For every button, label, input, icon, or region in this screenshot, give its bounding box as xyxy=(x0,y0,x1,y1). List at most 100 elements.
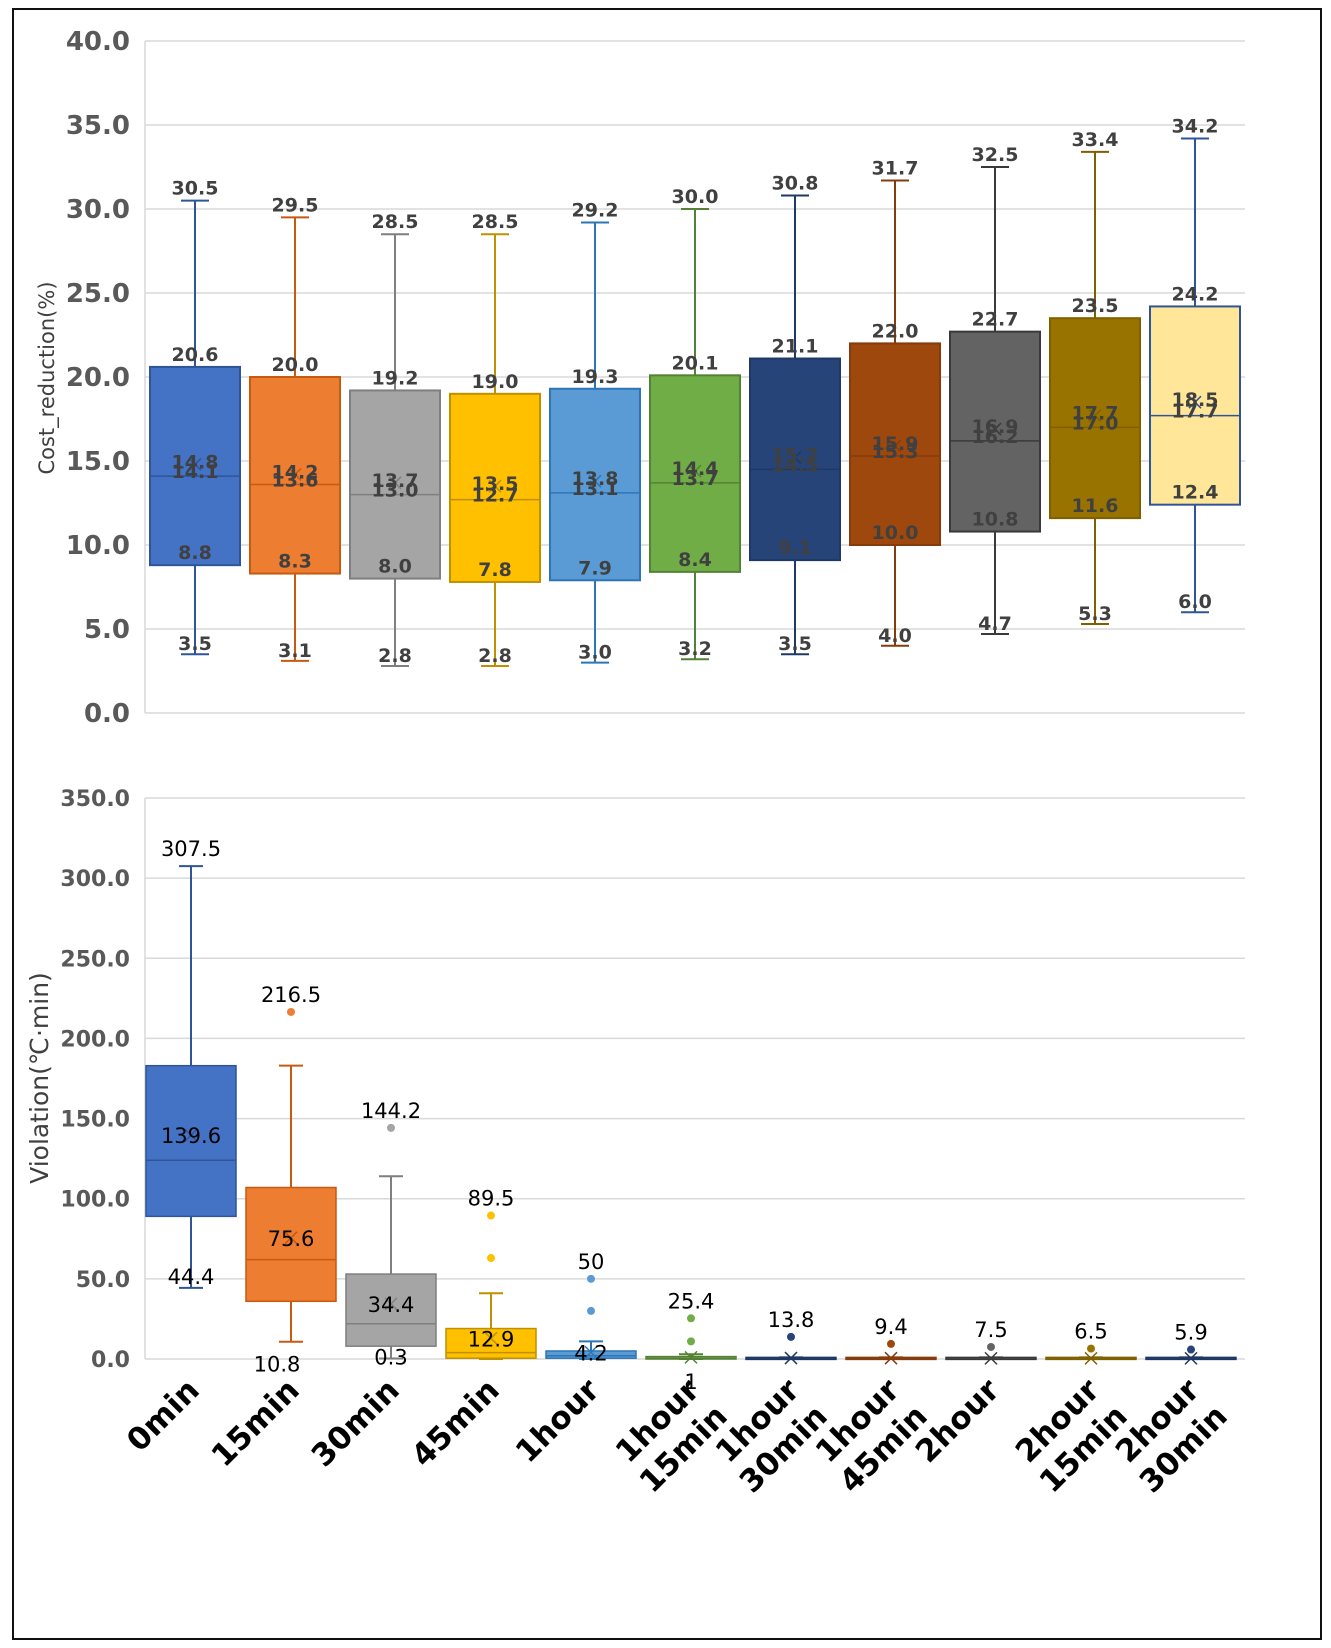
outlier-point xyxy=(287,1007,295,1016)
box xyxy=(1049,317,1141,520)
y-tick-label: 350.0 xyxy=(60,787,130,812)
data-label: 4.2 xyxy=(574,1341,607,1365)
outlier-point xyxy=(387,1123,395,1132)
data-label: 15.3 xyxy=(872,441,919,463)
box xyxy=(145,1064,237,1218)
y-tick-label: 100.0 xyxy=(60,1188,130,1213)
data-label: 307.5 xyxy=(161,837,221,861)
mean-marker xyxy=(384,1297,398,1311)
data-label: 5.9 xyxy=(1174,1321,1207,1345)
y-tick-label: 150.0 xyxy=(60,1108,130,1133)
data-label: 17.7 xyxy=(1172,401,1219,423)
data-label: 12.9 xyxy=(468,1327,515,1351)
data-label: 14.5 xyxy=(772,454,819,476)
data-label: 13.1 xyxy=(572,478,619,500)
y-axis-title: Cost_reduction(%) xyxy=(35,281,60,474)
data-label: 34.4 xyxy=(368,1293,415,1317)
box xyxy=(749,357,841,562)
outlier-point xyxy=(987,1342,995,1351)
data-label: 3.1 xyxy=(278,640,312,662)
data-label: 11.6 xyxy=(1072,495,1119,517)
y-tick-label: 50.0 xyxy=(76,1268,130,1293)
mean-marker xyxy=(1088,409,1102,423)
y-tick-label: 300.0 xyxy=(60,867,130,892)
data-label: 13.6 xyxy=(272,470,319,492)
data-label: 139.6 xyxy=(161,1124,221,1148)
y-tick-label: 35.0 xyxy=(66,111,130,141)
category-label: 0min xyxy=(120,1372,207,1459)
box xyxy=(949,330,1041,533)
data-label: 19.2 xyxy=(372,367,419,389)
mean-marker xyxy=(288,467,302,481)
data-label: 8.3 xyxy=(278,551,312,573)
outlier-point xyxy=(1087,1344,1095,1353)
mean-marker xyxy=(488,479,502,493)
data-label: 75.6 xyxy=(268,1227,315,1251)
y-tick-label: 10.0 xyxy=(66,531,130,561)
outlier-point xyxy=(1187,1345,1195,1354)
data-label: 30.8 xyxy=(772,173,819,195)
mean-marker xyxy=(1084,1351,1098,1365)
data-label: 2.8 xyxy=(478,645,512,667)
outlier-point xyxy=(887,1339,895,1348)
data-label: 12.7 xyxy=(472,485,519,507)
outlier-point xyxy=(687,1337,695,1346)
data-label: 89.5 xyxy=(468,1187,515,1211)
y-tick-label: 200.0 xyxy=(60,1027,130,1052)
data-label: 20.0 xyxy=(272,354,319,376)
box xyxy=(345,1273,437,1347)
data-label: 14.4 xyxy=(672,458,719,480)
data-label: 15.2 xyxy=(772,445,819,467)
mean-marker xyxy=(1184,1351,1198,1365)
mean-marker xyxy=(784,1351,798,1365)
mean-marker xyxy=(1188,395,1202,409)
data-label: 8.4 xyxy=(678,549,712,571)
mean-marker xyxy=(484,1331,498,1345)
data-label: 29.5 xyxy=(272,194,319,216)
data-label: 22.0 xyxy=(872,320,919,342)
box xyxy=(449,392,541,583)
data-label: 16.2 xyxy=(972,426,1019,448)
data-label: 28.5 xyxy=(472,211,519,233)
data-label: 8.8 xyxy=(178,542,212,564)
box xyxy=(245,1186,337,1303)
data-label: 7.9 xyxy=(578,557,612,579)
data-label: 8.0 xyxy=(378,556,412,578)
mean-marker xyxy=(688,464,702,478)
mean-marker xyxy=(984,1351,998,1365)
mean-marker xyxy=(788,451,802,465)
data-label: 7.5 xyxy=(974,1318,1007,1342)
data-label: 14.8 xyxy=(172,451,219,473)
box xyxy=(149,365,241,567)
data-label: 2.8 xyxy=(378,645,412,667)
data-label: 13.8 xyxy=(768,1308,815,1332)
outlier-point xyxy=(487,1211,495,1220)
category-label: 45min xyxy=(405,1372,507,1474)
box xyxy=(849,342,941,546)
data-label: 30.0 xyxy=(672,186,719,208)
outlier-point xyxy=(487,1254,495,1263)
data-label: 50 xyxy=(578,1250,605,1274)
data-label: 20.1 xyxy=(672,352,719,374)
y-tick-label: 25.0 xyxy=(66,279,130,309)
data-label: 18.5 xyxy=(1172,389,1219,411)
category-label: 30min xyxy=(305,1372,407,1474)
box xyxy=(349,389,441,580)
outlier-point xyxy=(587,1274,595,1283)
data-label: 14.1 xyxy=(172,461,219,483)
y-tick-label: 5.0 xyxy=(84,615,130,645)
box xyxy=(1149,305,1241,506)
mean-marker xyxy=(388,476,402,490)
mean-marker xyxy=(888,439,902,453)
data-label: 3.2 xyxy=(678,638,712,660)
data-label: 15.9 xyxy=(872,433,919,455)
data-label: 13.7 xyxy=(372,470,419,492)
outlier-point xyxy=(787,1332,795,1341)
mean-marker xyxy=(588,474,602,488)
y-tick-label: 0.0 xyxy=(84,699,130,729)
data-label: 16.9 xyxy=(972,416,1019,438)
outlier-point xyxy=(587,1306,595,1315)
data-label: 21.1 xyxy=(772,336,819,358)
